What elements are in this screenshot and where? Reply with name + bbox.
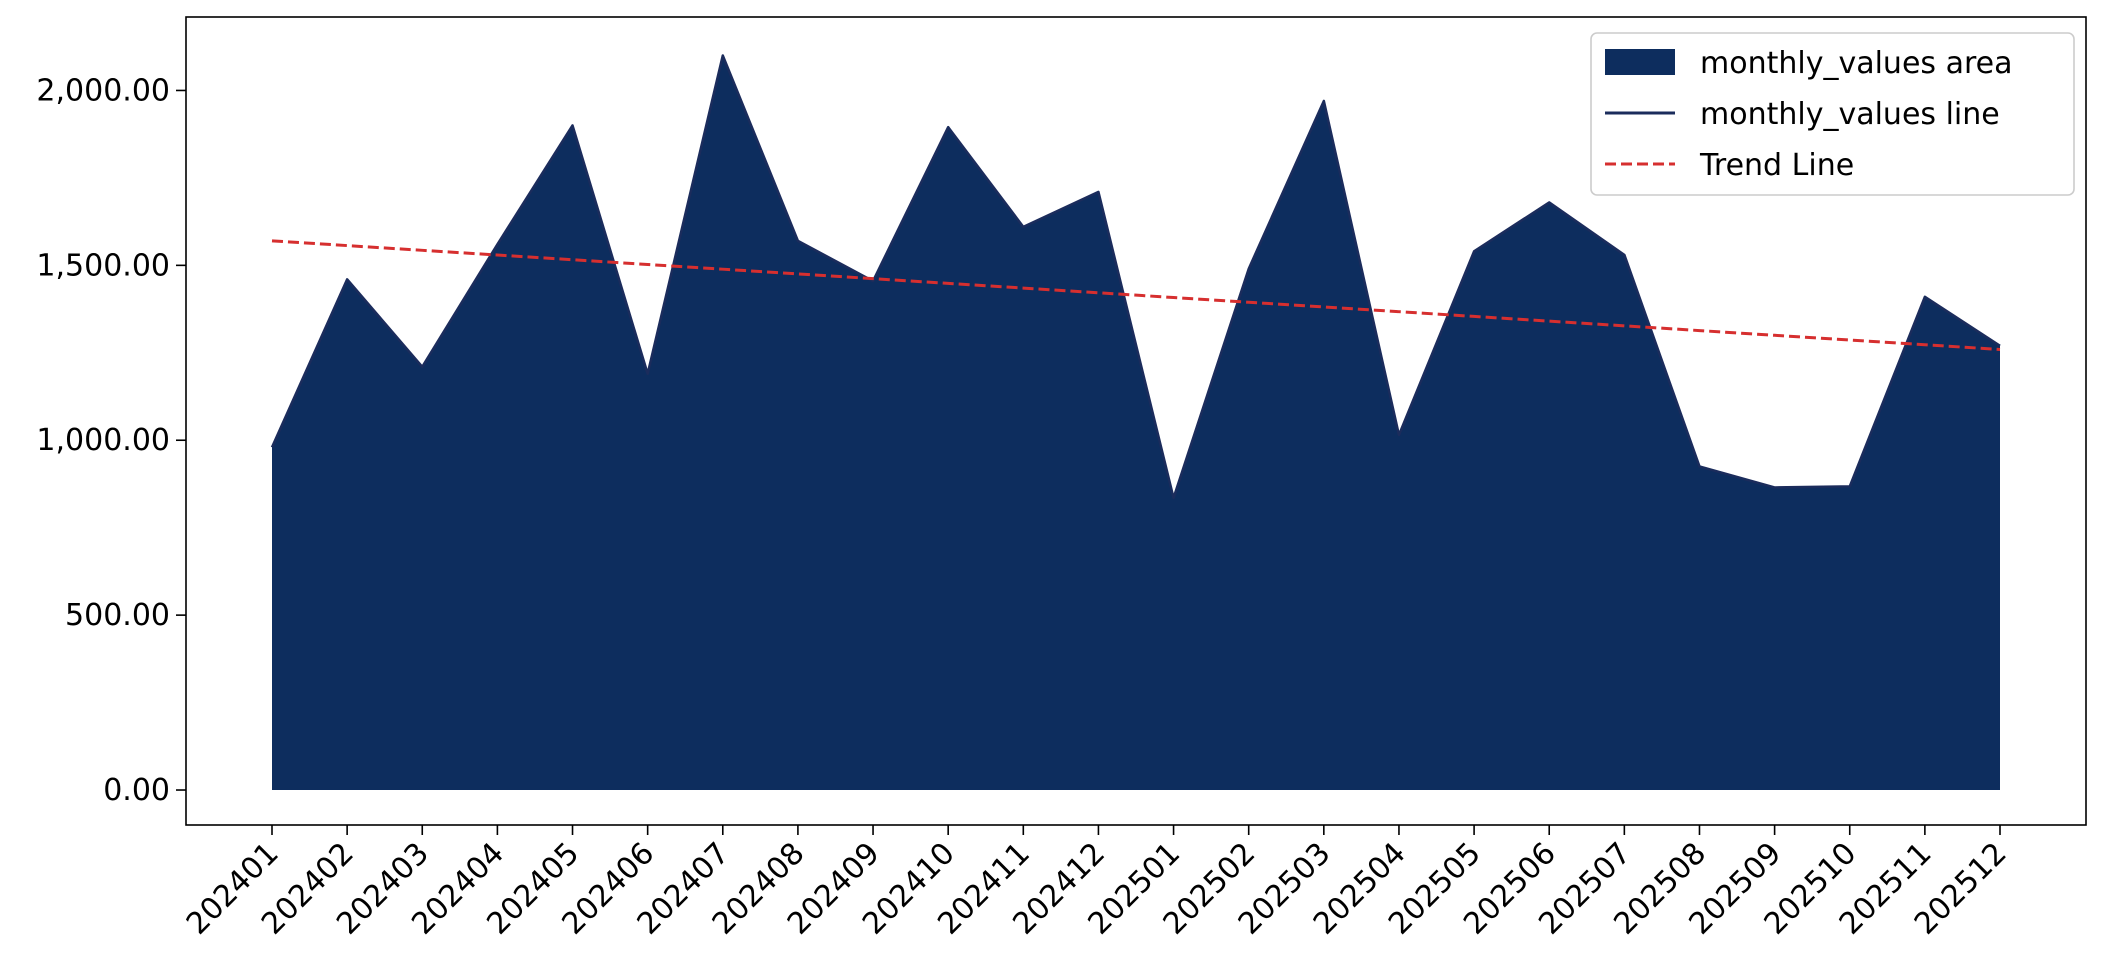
plot-frame — [185, 16, 2087, 826]
y-tick-label: 500.00 — [65, 598, 170, 633]
plot-marks — [270, 54, 2001, 791]
legend-label: monthly_values area — [1700, 46, 2012, 81]
legend-label: Trend Line — [1699, 148, 1854, 183]
trend-line — [271, 239, 2001, 351]
y-tick-label: 0.00 — [103, 773, 170, 808]
y-axis: 0.00 500.00 1,000.00 1,500.00 2,000.00 — [36, 73, 186, 808]
series-area — [272, 55, 2000, 791]
y-tick-label: 1,000.00 — [36, 423, 170, 458]
legend-swatch-area — [1605, 49, 1675, 75]
legend: monthly_values area monthly_values line Tr… — [1590, 32, 2075, 196]
series-line — [270, 54, 2001, 500]
y-tick-label: 1,500.00 — [36, 248, 170, 283]
x-axis: 2024012024022024032024042024052024062024… — [180, 825, 2014, 942]
legend-label: monthly_values line — [1700, 97, 2000, 132]
legend-box — [1590, 32, 2075, 196]
y-tick-label: 2,000.00 — [36, 73, 170, 108]
